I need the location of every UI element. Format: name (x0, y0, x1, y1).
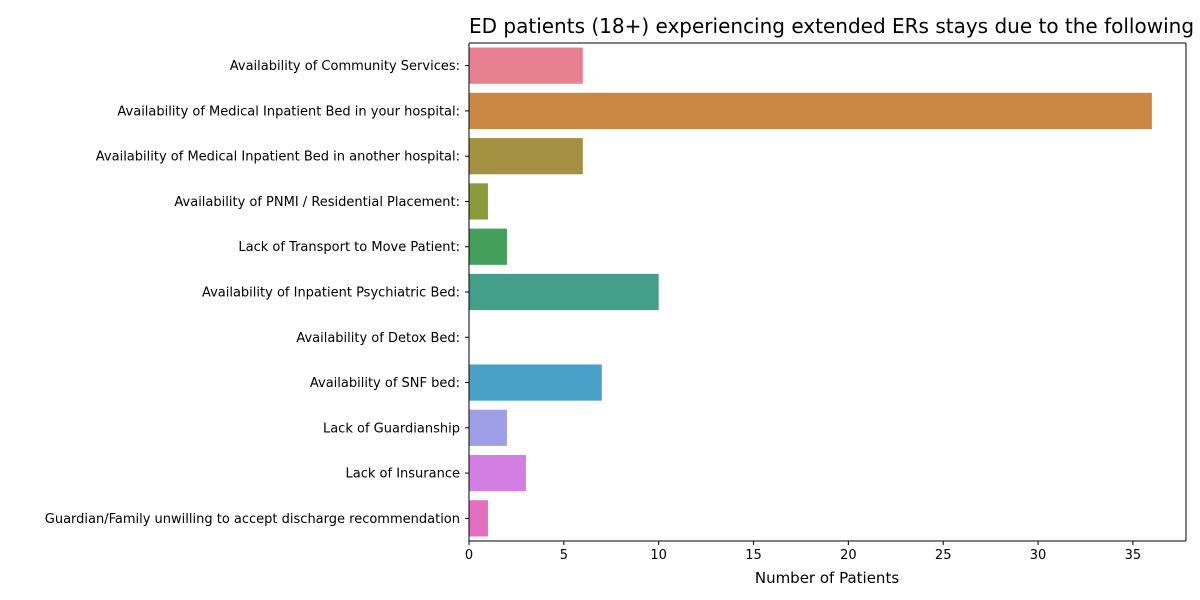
x-tick-label: 20 (840, 548, 857, 563)
y-tick-label: Availability of Community Services: (230, 59, 460, 74)
bar (469, 183, 488, 220)
bar (469, 47, 583, 84)
y-tick-label: Guardian/Family unwilling to accept disc… (45, 512, 460, 527)
bar (469, 138, 583, 175)
x-tick-label: 5 (560, 548, 568, 563)
y-tick-label: Availability of Inpatient Psychiatric Be… (202, 286, 460, 301)
axes (468, 42, 1187, 542)
y-tick-label: Availability of SNF bed: (310, 376, 460, 391)
x-tick-label: 30 (1030, 548, 1047, 563)
y-tick-label: Availability of Detox Bed: (296, 331, 460, 346)
y-tick-label: Lack of Guardianship (323, 421, 460, 436)
bar (469, 364, 602, 401)
bars (469, 47, 1152, 537)
x-tick-label: 35 (1125, 548, 1142, 563)
x-tick-label: 25 (935, 548, 952, 563)
y-tick-label: Availability of PNMI / Residential Place… (174, 195, 460, 210)
bar (469, 500, 488, 537)
x-tick-label: 15 (745, 548, 762, 563)
bar (469, 409, 507, 446)
chart-title: ED patients (18+) experiencing extended … (469, 14, 1200, 38)
bar (469, 273, 659, 311)
y-tick-label: Lack of Transport to Move Patient: (238, 240, 460, 255)
x-tick-label: 0 (465, 548, 473, 563)
y-tick-label: Lack of Insurance (346, 467, 460, 482)
y-tick-label: Availability of Medical Inpatient Bed in… (96, 150, 460, 165)
x-ticks: 0 5 10 15 20 25 30 35 (465, 541, 1141, 563)
y-tick-label: Availability of Medical Inpatient Bed in… (117, 104, 460, 119)
y-tick-labels: Availability of Community Services: Avail… (45, 59, 469, 527)
bar (469, 92, 1152, 130)
x-tick-label: 10 (650, 548, 667, 563)
bar (469, 454, 526, 492)
x-axis-label: Number of Patients (755, 569, 899, 587)
bar (469, 228, 507, 265)
